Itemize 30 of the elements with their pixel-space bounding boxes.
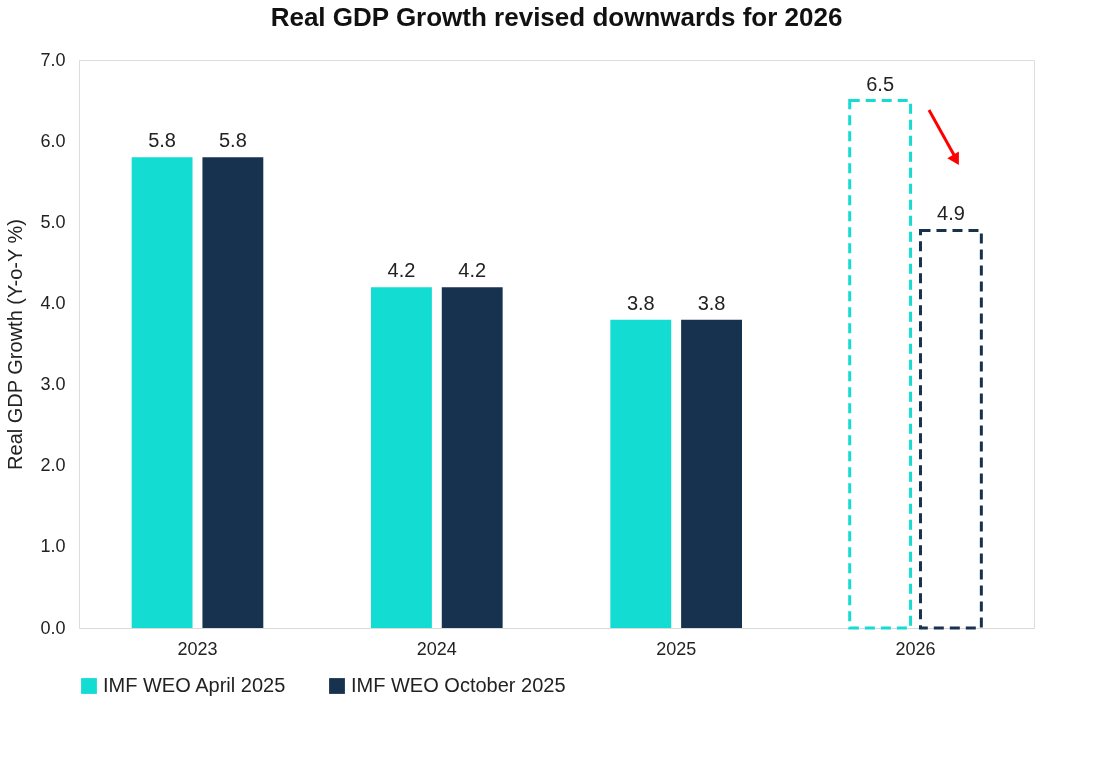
x-tick-label: 2023 xyxy=(177,638,218,659)
data-label: 3.8 xyxy=(697,291,726,314)
y-tick-label: 3.0 xyxy=(40,374,66,395)
legend-label: IMF WEO October 2025 xyxy=(351,674,566,696)
x-tick-label: 2025 xyxy=(656,638,697,659)
data-label: 5.8 xyxy=(148,129,176,152)
data-label: 4.2 xyxy=(387,259,416,282)
data-label: 4.2 xyxy=(458,259,487,282)
bar xyxy=(681,319,742,628)
y-tick-label: 5.0 xyxy=(40,211,66,232)
x-tick-label: 2026 xyxy=(895,638,936,659)
y-tick-label: 2.0 xyxy=(40,455,66,476)
bar xyxy=(131,157,193,628)
data-label: 3.8 xyxy=(626,291,655,314)
data-label: 6.5 xyxy=(866,72,895,95)
y-tick-label: 0.0 xyxy=(40,617,66,638)
bar xyxy=(202,157,264,628)
x-tick-label: 2024 xyxy=(416,638,457,659)
y-tick-label: 1.0 xyxy=(40,536,66,557)
y-tick-label: 6.0 xyxy=(40,130,66,151)
y-tick-label: 4.0 xyxy=(40,292,66,313)
y-tick-label: 7.0 xyxy=(40,49,66,70)
bar xyxy=(610,319,672,628)
chart-title: Real GDP Growth revised downwards for 2026 xyxy=(270,2,843,32)
bar xyxy=(441,287,503,628)
y-axis-title: Real GDP Growth (Y-o-Y %) xyxy=(4,219,27,470)
data-label: 5.8 xyxy=(218,129,247,152)
legend-label: IMF WEO April 2025 xyxy=(103,674,286,696)
bar xyxy=(371,287,432,628)
data-label: 4.9 xyxy=(937,202,965,225)
